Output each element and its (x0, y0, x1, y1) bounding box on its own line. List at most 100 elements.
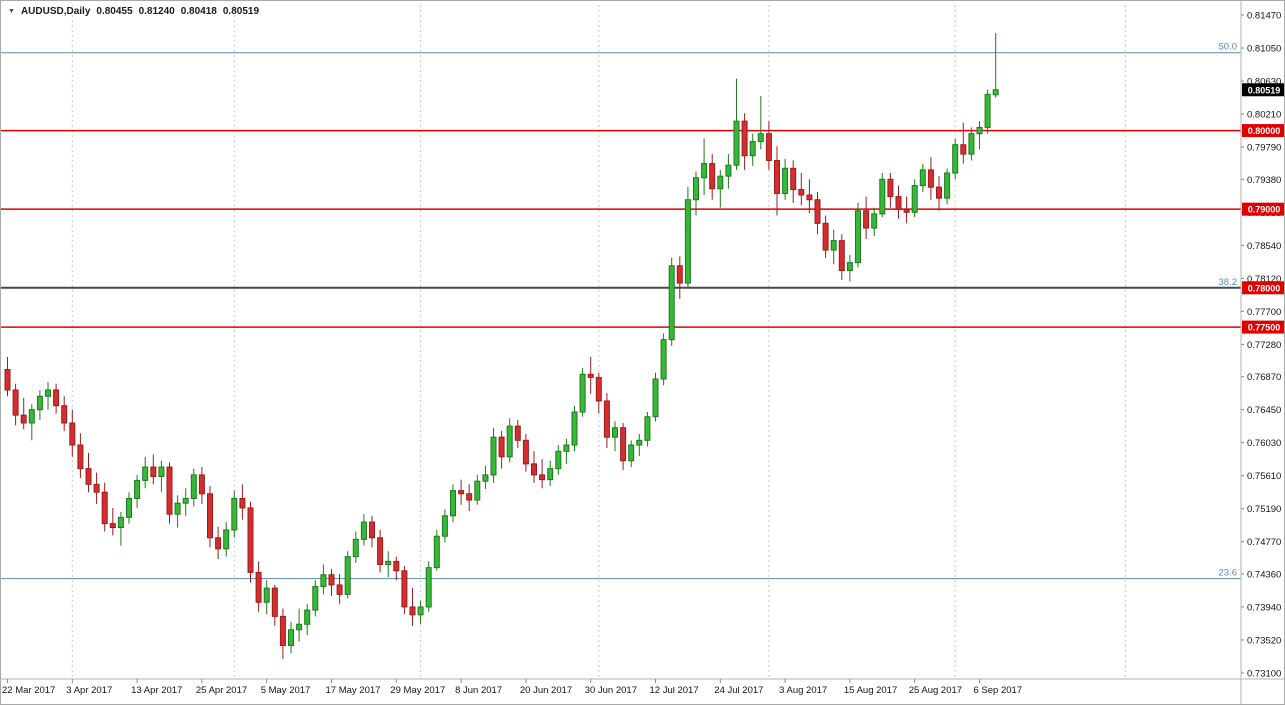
price-axis-label: 0.79790 (1247, 143, 1281, 154)
bear-candle (927, 169, 934, 188)
bear-candle (109, 523, 116, 529)
price-axis-label: 0.77280 (1247, 340, 1281, 351)
bear-candle (863, 210, 870, 229)
bull-candle (701, 163, 708, 179)
price-axis-label: 0.78540 (1247, 241, 1281, 252)
time-axis-label: 6 Sep 2017 (974, 685, 1023, 696)
bear-candle (806, 194, 813, 201)
bear-candle (369, 521, 375, 539)
bear-candle (247, 507, 254, 573)
bear-candle (61, 405, 68, 424)
bull-candle (134, 479, 141, 499)
bear-candle (69, 422, 76, 446)
bull-candle (871, 213, 878, 229)
bull-candle (717, 175, 724, 190)
bull-candle (36, 395, 43, 411)
horizontal-level-lines[interactable] (1, 129, 1241, 328)
bull-candle (952, 144, 959, 174)
bull-candle (441, 515, 448, 537)
price-axis-label: 0.76870 (1247, 372, 1281, 383)
price-axis-label: 0.81470 (1247, 11, 1281, 22)
bull-candle (142, 466, 149, 481)
bear-candle (93, 483, 100, 493)
bull-candle (579, 373, 586, 413)
price-axis-label: 0.81050 (1247, 44, 1281, 55)
candles (4, 33, 999, 659)
price-axis-label: 0.76030 (1247, 438, 1281, 449)
bear-candle (409, 606, 416, 616)
bull-candle (385, 560, 392, 566)
bull-candle (944, 172, 951, 199)
bull-candle (304, 609, 311, 625)
bull-candle (547, 468, 554, 481)
bull-candle (733, 120, 740, 166)
bear-candle (4, 369, 11, 391)
time-axis-label: 8 Jun 2017 (455, 685, 502, 696)
bear-candle (960, 144, 967, 155)
bear-candle (774, 159, 780, 194)
time-axis-label: 17 May 2017 (326, 685, 381, 696)
bull-candle (28, 409, 35, 424)
bear-candle (741, 120, 748, 157)
bull-candle (490, 436, 497, 476)
bear-candle (814, 199, 821, 224)
bear-candle (838, 240, 845, 271)
level-price-badge-label: 0.77500 (1248, 323, 1281, 333)
bull-candle (433, 535, 440, 569)
bear-candle (198, 474, 205, 495)
bull-candle (911, 185, 918, 213)
price-axis-label: 0.80210 (1247, 110, 1281, 121)
bear-candle (531, 463, 537, 476)
bull-candle (693, 177, 699, 201)
bear-candle (336, 584, 343, 595)
price-badges: 0.80000 0.79000 0.78000 0.77500 0.80519 (1242, 83, 1284, 334)
bull-candle (968, 133, 975, 155)
level-price-badge-label: 0.79000 (1248, 205, 1281, 215)
bear-candle (271, 587, 278, 617)
bear-candle (936, 186, 942, 199)
time-axis-label: 3 Aug 2017 (779, 685, 827, 696)
bull-candle (263, 587, 270, 603)
price-axis[interactable]: 0.81470 0.81050 0.80630 0.80210 0.79790 0.793… (1241, 11, 1281, 680)
bear-candle (498, 436, 505, 458)
bear-candle (903, 208, 910, 213)
bull-candle (45, 389, 51, 397)
bull-candle (231, 497, 238, 531)
bull-candle (482, 474, 489, 482)
one-click-trading-icon[interactable]: ▼ (8, 7, 15, 15)
bull-candle (636, 439, 643, 446)
level-price-badge (1242, 320, 1284, 334)
price-axis-label: 0.73520 (1247, 635, 1281, 646)
time-axis-label: 25 Aug 2017 (909, 685, 962, 696)
price-axis-label: 0.73100 (1247, 669, 1281, 680)
bull-candle (749, 141, 756, 157)
bear-candle (328, 574, 335, 586)
v-gridlines (71, 5, 1126, 679)
bull-candle (555, 450, 562, 470)
time-axis[interactable]: 22 Mar 2017 3 Apr 2017 13 Apr 2017 25 Apr 2… (2, 679, 1022, 696)
bear-candle (887, 178, 894, 198)
bear-candle (377, 537, 384, 566)
bull-candle (782, 167, 789, 194)
bear-candle (709, 163, 716, 190)
bear-candle (603, 400, 610, 438)
level-price-badge (1242, 202, 1284, 216)
bull-candle (684, 199, 691, 284)
price-axis-label: 0.79380 (1247, 175, 1281, 186)
bull-candle (919, 169, 926, 187)
price-axis-label: 0.77700 (1247, 307, 1281, 318)
bear-candle (539, 474, 546, 481)
bear-candle (85, 468, 92, 485)
bull-candle (320, 574, 327, 588)
price-axis-label: 0.76450 (1247, 405, 1281, 416)
bull-candle (855, 210, 861, 264)
bull-candle (223, 529, 230, 550)
bear-candle (53, 389, 60, 407)
bull-candle (117, 516, 124, 529)
bear-candle (514, 425, 521, 441)
bull-candle (126, 497, 132, 518)
price-axis-label: 0.74770 (1247, 537, 1281, 548)
